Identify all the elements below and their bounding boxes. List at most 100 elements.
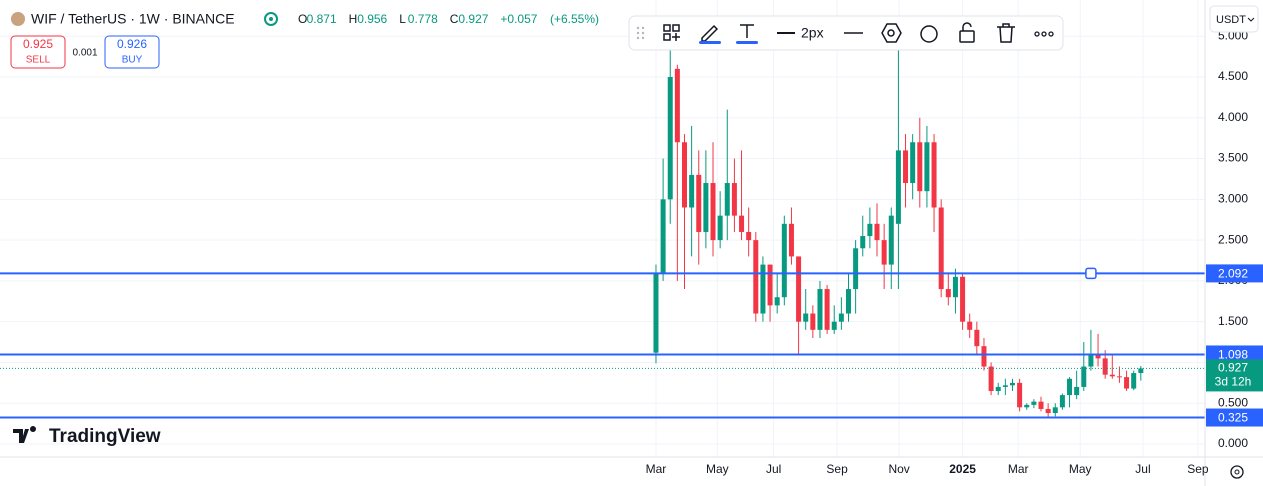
line-color-swatch (699, 41, 721, 44)
currency-select[interactable] (1209, 5, 1259, 33)
y-tick-label: 1.500 (1218, 314, 1248, 328)
ohlc-value: 0.927 (458, 12, 488, 26)
x-tick-label: Nov (888, 462, 909, 476)
more-icon[interactable] (1034, 31, 1054, 37)
candle-body (960, 276, 966, 322)
candle-body (1131, 373, 1137, 389)
candle-body (674, 68, 680, 143)
ohlc-legend: O 0.871 H 0.956 L 0.778 C 0.927 +0.057 (+6.55%) (298, 12, 599, 26)
candle-body (974, 329, 980, 347)
candle-body (845, 289, 851, 314)
candle-body (817, 289, 823, 330)
ohlc-key: H (349, 12, 358, 26)
candle-body (860, 236, 866, 249)
candle-body (774, 297, 780, 306)
x-tick-label: Sep (826, 462, 848, 476)
candle-body (1095, 354, 1101, 359)
price-label-bg (1206, 408, 1263, 427)
candle-body (767, 264, 773, 306)
candle-body (703, 183, 709, 232)
alert-icon[interactable] (920, 25, 938, 43)
candle-body (753, 240, 759, 314)
x-tick-label: Sep (1187, 462, 1209, 476)
y-tick-label: 3.500 (1218, 151, 1248, 165)
candle-body (1088, 354, 1094, 367)
candle-body (1102, 358, 1108, 375)
candle-body (731, 183, 737, 216)
ohlc-key: C (450, 12, 459, 26)
candle-body (667, 76, 673, 200)
candle-body (1038, 401, 1044, 409)
candle-body (1109, 374, 1115, 377)
price-label: 0.325 (1218, 411, 1248, 425)
line-color-icon[interactable] (701, 24, 719, 42)
drag-handle[interactable] (636, 26, 645, 40)
grid (0, 0, 1205, 457)
x-tick-label: May (706, 462, 729, 476)
candle-body (867, 223, 873, 237)
price-label: 1.098 (1218, 348, 1248, 362)
countdown: 3d 12h (1215, 375, 1252, 389)
ohlc-key: L (399, 12, 406, 26)
candle-body (803, 313, 809, 322)
ohlc-key: O (298, 12, 307, 26)
settings-icon[interactable] (881, 23, 902, 43)
x-tick-label: Mar (646, 462, 667, 476)
last-price-label: 0.927 (1218, 361, 1248, 375)
y-tick-label: 3.000 (1218, 192, 1248, 206)
candle-body (1059, 395, 1065, 408)
currency-caret (1247, 17, 1255, 22)
x-tick-label: Jul (766, 462, 781, 476)
settings-button[interactable] (1230, 465, 1244, 479)
candle-body (1074, 386, 1080, 396)
currency: USDT (1216, 14, 1246, 26)
candle-body (910, 142, 916, 184)
candle-body (796, 256, 802, 322)
sell-button[interactable] (10, 35, 66, 69)
candle-body (1138, 368, 1144, 373)
text-color-swatch (736, 41, 758, 44)
lock-icon[interactable] (959, 30, 975, 43)
candle-body (760, 264, 766, 314)
candle-body (874, 223, 880, 241)
marks (0, 44, 1205, 419)
last-price-bg (1206, 359, 1263, 392)
candle-body (967, 321, 973, 330)
candle-body (838, 313, 844, 322)
candle-body (952, 276, 958, 298)
candle-body (681, 142, 687, 208)
candle-body (1009, 382, 1015, 386)
change: +0.057 (500, 12, 537, 26)
line-width[interactable]: 2px (801, 25, 824, 41)
y-tick-label: 2.500 (1218, 232, 1248, 246)
symbol-title: WIF / TetherUS · 1W · BINANCE (31, 11, 235, 27)
delete-icon[interactable] (997, 23, 1015, 43)
candle-body (1002, 385, 1008, 387)
x-tick-label: Mar (1008, 462, 1029, 476)
price-label-bg (1206, 264, 1263, 283)
settings-button-dot (1234, 469, 1240, 475)
visibility-dot (269, 17, 273, 21)
candle-body (696, 174, 702, 232)
brand-logo (13, 426, 36, 443)
text-color-icon[interactable] (740, 24, 754, 38)
candle-body (746, 231, 752, 241)
candle-body (995, 386, 1001, 392)
candle-body (717, 215, 723, 241)
templates-icon[interactable] (663, 24, 680, 41)
y-tick-label: 0.500 (1218, 395, 1248, 409)
price-label-bg (1206, 345, 1263, 364)
ohlc-value: 0.871 (307, 12, 337, 26)
candle-body (895, 150, 901, 224)
candle-body (710, 183, 716, 241)
ohlc-value: 0.956 (357, 12, 387, 26)
candle-body (1067, 378, 1073, 396)
spread: 0.001 (72, 48, 97, 59)
sell-label: SELL (26, 55, 51, 66)
x-tick-label: Jul (1135, 462, 1150, 476)
candle-body (1031, 401, 1037, 405)
buy-button[interactable] (104, 35, 160, 69)
candle-body (938, 207, 944, 290)
